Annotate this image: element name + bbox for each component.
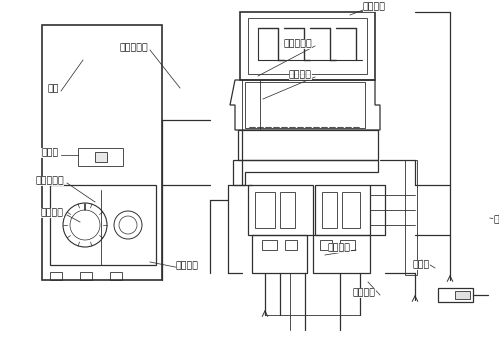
Bar — [252, 235, 307, 273]
Bar — [95, 152, 107, 162]
Text: 点火按钮: 点火按钮 — [353, 288, 376, 297]
Bar — [240, 12, 375, 80]
Bar — [110, 272, 122, 280]
Bar — [248, 185, 313, 235]
Bar — [342, 192, 360, 228]
Text: 气阀: 气阀 — [494, 216, 499, 224]
Bar — [280, 192, 295, 228]
Bar — [245, 82, 365, 128]
Text: 火力调节器: 火力调节器 — [35, 177, 64, 186]
Bar — [238, 130, 378, 160]
Text: 安全电磁阀: 安全电磁阀 — [119, 44, 148, 53]
Bar — [285, 240, 297, 250]
Bar — [80, 272, 92, 280]
Bar — [315, 185, 370, 235]
Bar — [438, 288, 473, 302]
Text: 长明点火: 长明点火 — [289, 71, 312, 79]
Text: 水温调节: 水温调节 — [176, 262, 199, 270]
Text: 电力打火: 电力打火 — [41, 208, 64, 218]
Bar — [255, 192, 275, 228]
Bar — [50, 272, 62, 280]
Text: 观火窗: 观火窗 — [42, 148, 59, 158]
Bar — [42, 25, 162, 280]
Text: 外壳: 外壳 — [47, 85, 59, 93]
Bar — [248, 18, 367, 74]
Text: 熄火热电偶: 熄火热电偶 — [283, 40, 312, 48]
Bar — [322, 192, 337, 228]
Bar — [320, 240, 332, 250]
Text: 燃气入口: 燃气入口 — [328, 243, 351, 252]
Bar — [78, 148, 123, 166]
Text: 热交换器: 热交换器 — [363, 2, 386, 12]
Bar — [50, 185, 156, 265]
Bar — [313, 235, 370, 273]
Text: 熄火键: 熄火键 — [413, 261, 430, 269]
Bar — [405, 160, 417, 275]
Bar — [340, 240, 355, 250]
Bar — [262, 240, 277, 250]
Bar — [455, 291, 470, 299]
